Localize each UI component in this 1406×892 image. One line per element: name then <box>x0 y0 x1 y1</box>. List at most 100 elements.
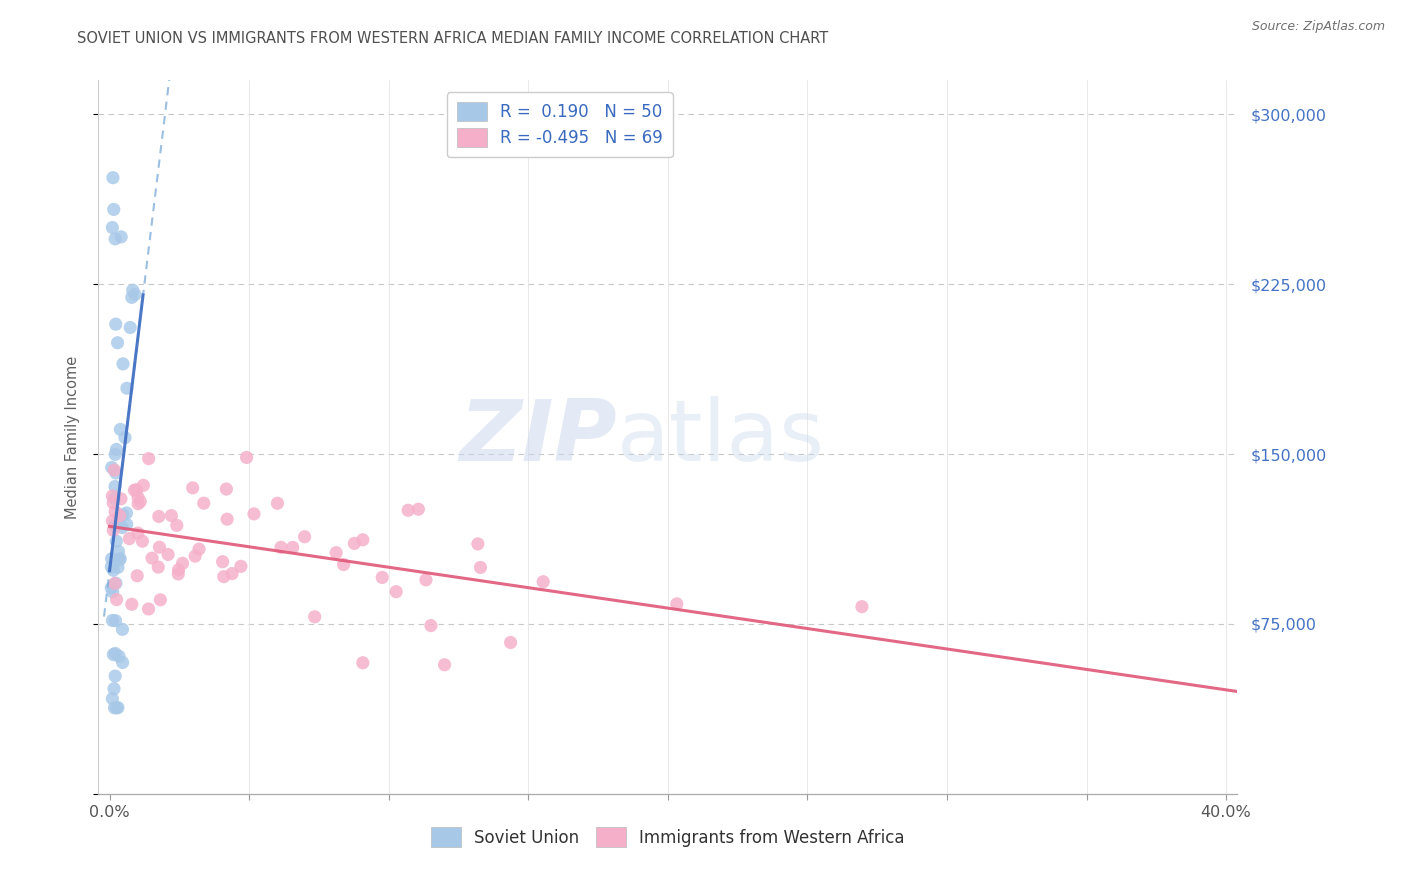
Point <box>470 560 492 574</box>
Point <box>211 555 233 569</box>
Point <box>104 479 127 493</box>
Y-axis label: Median Family Income: Median Family Income <box>65 355 80 519</box>
Point <box>115 506 138 520</box>
Point <box>111 656 134 670</box>
Point <box>104 504 127 518</box>
Point <box>100 581 122 595</box>
Point <box>108 649 131 664</box>
Point <box>103 202 125 217</box>
Point <box>121 283 143 297</box>
Point <box>215 482 238 496</box>
Point <box>167 563 190 577</box>
Point <box>433 657 456 672</box>
Point <box>188 542 211 557</box>
Point <box>243 507 266 521</box>
Point <box>235 450 257 465</box>
Point <box>101 170 124 185</box>
Point <box>851 599 873 614</box>
Point <box>193 496 215 510</box>
Point <box>665 597 688 611</box>
Point <box>125 483 148 497</box>
Text: SOVIET UNION VS IMMIGRANTS FROM WESTERN AFRICA MEDIAN FAMILY INCOME CORRELATION : SOVIET UNION VS IMMIGRANTS FROM WESTERN … <box>77 31 828 46</box>
Point <box>352 533 374 547</box>
Point <box>103 491 125 506</box>
Point <box>104 669 127 683</box>
Text: Source: ZipAtlas.com: Source: ZipAtlas.com <box>1251 20 1385 33</box>
Point <box>332 558 354 572</box>
Point <box>212 569 235 583</box>
Point <box>111 623 134 637</box>
Point <box>149 592 172 607</box>
Point <box>103 524 125 538</box>
Point <box>499 635 522 649</box>
Point <box>104 576 127 591</box>
Point <box>110 422 132 436</box>
Legend: Soviet Union, Immigrants from Western Africa: Soviet Union, Immigrants from Western Af… <box>425 821 911 854</box>
Point <box>131 534 153 549</box>
Point <box>148 541 170 555</box>
Point <box>325 546 347 560</box>
Point <box>270 541 292 555</box>
Point <box>419 618 441 632</box>
Point <box>172 557 194 571</box>
Point <box>115 517 138 532</box>
Point <box>105 700 128 714</box>
Point <box>101 489 124 503</box>
Point <box>148 560 170 574</box>
Point <box>103 496 125 510</box>
Point <box>104 518 127 533</box>
Point <box>294 530 316 544</box>
Text: atlas: atlas <box>617 395 824 479</box>
Point <box>111 520 134 534</box>
Point <box>104 614 127 628</box>
Point <box>107 700 129 714</box>
Point <box>104 647 127 661</box>
Point <box>129 494 152 508</box>
Point <box>110 551 132 566</box>
Point <box>104 232 127 246</box>
Point <box>467 537 489 551</box>
Point <box>217 512 239 526</box>
Point <box>160 508 183 523</box>
Point <box>107 544 129 558</box>
Point <box>105 442 128 457</box>
Point <box>281 541 304 555</box>
Point <box>103 681 125 696</box>
Point <box>107 560 129 574</box>
Point <box>138 602 160 616</box>
Point <box>132 478 155 492</box>
Point <box>101 514 124 528</box>
Point <box>157 548 180 562</box>
Point <box>124 287 146 301</box>
Point <box>121 290 143 304</box>
Point <box>266 496 288 510</box>
Point <box>101 691 124 706</box>
Point <box>121 597 143 611</box>
Point <box>114 431 136 445</box>
Point <box>118 532 141 546</box>
Point <box>108 508 131 523</box>
Point <box>105 534 128 549</box>
Point <box>108 553 131 567</box>
Point <box>148 509 170 524</box>
Point <box>408 502 430 516</box>
Point <box>105 592 128 607</box>
Point <box>115 381 138 395</box>
Point <box>100 559 122 574</box>
Point <box>101 614 124 628</box>
Point <box>100 551 122 566</box>
Point <box>127 568 149 582</box>
Point <box>104 447 127 461</box>
Point <box>111 508 134 522</box>
Point <box>343 536 366 550</box>
Point <box>104 317 127 331</box>
Point <box>101 584 124 599</box>
Point <box>396 503 419 517</box>
Point <box>167 566 190 581</box>
Point <box>103 648 125 662</box>
Text: ZIP: ZIP <box>458 395 617 479</box>
Point <box>103 463 125 477</box>
Point <box>120 320 142 334</box>
Point <box>138 451 160 466</box>
Point <box>221 566 243 581</box>
